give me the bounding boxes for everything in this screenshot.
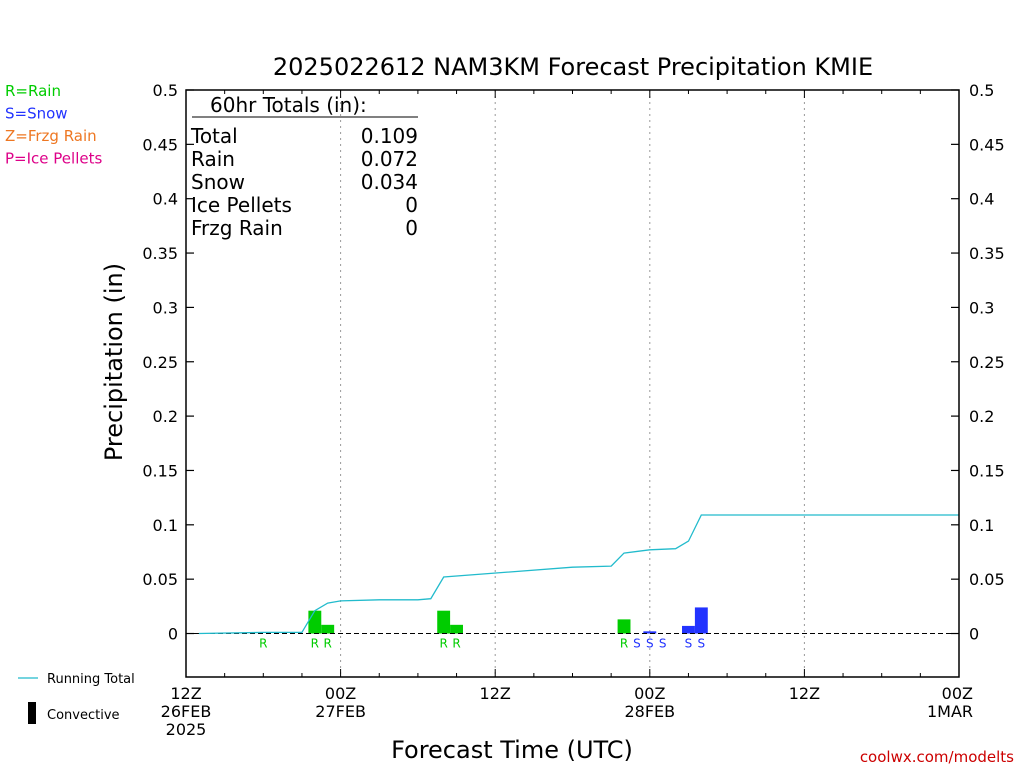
x-tick-label-line: 27FEB xyxy=(315,702,366,721)
y-tick-label-left: 0.3 xyxy=(153,298,178,317)
type-label: S xyxy=(685,637,693,651)
bar xyxy=(643,631,657,634)
precip-type-legend: R=Rain S=Snow Z=Frzg Rain P=Ice Pellets xyxy=(5,82,102,168)
y-tick-label-right: 0.45 xyxy=(969,135,1005,154)
type-label: S xyxy=(698,637,706,651)
y-tick-label-right: 0.05 xyxy=(969,570,1005,589)
y-tick-label-left: 0.4 xyxy=(153,190,178,209)
type-label: R xyxy=(452,637,460,651)
type-legend-item: Z=Frzg Rain xyxy=(5,127,97,145)
legend-label: Running Total xyxy=(47,672,135,687)
bar xyxy=(694,607,708,634)
type-label: R xyxy=(259,637,267,651)
y-tick-label-left: 0.15 xyxy=(142,461,178,480)
credit-text: coolwx.com/modelts xyxy=(860,748,1014,766)
chart-title: 2025022612 NAM3KM Forecast Precipitation… xyxy=(273,53,873,81)
y-axis-ticks: 0 00.05 0.050.1 0.10.15 0.150.2 0.20.25 0.250.… xyxy=(142,81,1004,644)
x-tick-label: 00Z 1MAR xyxy=(927,684,973,721)
type-legend-item: P=Ice Pellets xyxy=(5,150,102,168)
x-tick-label: 00Z 28FEB xyxy=(624,684,675,721)
totals-row-value: 0.034 xyxy=(361,170,418,194)
totals-row-label: Snow xyxy=(191,170,245,194)
x-tick-label-line: 12Z xyxy=(170,684,201,703)
x-tick-label-line: 1MAR xyxy=(927,702,973,721)
type-label: S xyxy=(659,637,667,651)
bar xyxy=(437,610,451,634)
totals-row-value: 0 xyxy=(405,216,418,240)
plot-frame xyxy=(185,89,960,678)
bar-series xyxy=(308,607,708,634)
y-axis-label: Precipitation (in) xyxy=(100,263,128,461)
bar xyxy=(321,624,335,634)
x-tick-label: 12Z xyxy=(789,684,820,703)
bar xyxy=(617,619,631,634)
totals-box: 60hr Totals (in): Total 0.109 Rain 0.072 Snow… xyxy=(190,93,418,240)
totals-row-value: 0.072 xyxy=(361,147,418,171)
bar xyxy=(308,610,322,634)
y-tick-label-right: 0.3 xyxy=(969,298,994,317)
totals-title: 60hr Totals (in): xyxy=(210,93,367,117)
x-tick-label-line: 00Z xyxy=(325,684,356,703)
type-label: S xyxy=(633,637,641,651)
y-tick-label-right: 0.2 xyxy=(969,407,994,426)
x-tick-label-line: 12Z xyxy=(789,684,820,703)
y-tick-label-right: 0.1 xyxy=(969,516,994,535)
y-tick-label-left: 0.25 xyxy=(142,353,178,372)
totals-row-value: 0.109 xyxy=(361,124,418,148)
x-tick-label: 12Z xyxy=(480,684,511,703)
y-tick-label-right: 0.35 xyxy=(969,244,1005,263)
type-label: R xyxy=(324,637,332,651)
totals-row-label: Total xyxy=(190,124,238,148)
y-tick-label-right: 0.25 xyxy=(969,353,1005,372)
type-label: R xyxy=(439,637,447,651)
y-tick-label-right: 0 xyxy=(969,625,979,644)
type-label: S xyxy=(646,637,654,651)
y-tick-label-left: 0.1 xyxy=(153,516,178,535)
y-tick-label-left: 0.45 xyxy=(142,135,178,154)
totals-row-label: Frzg Rain xyxy=(191,216,283,240)
x-tick-label-line: 00Z xyxy=(634,684,665,703)
totals-row-value: 0 xyxy=(405,193,418,217)
x-tick-label-line: 26FEB xyxy=(161,702,212,721)
x-tick-label-line: 28FEB xyxy=(624,702,675,721)
type-label: R xyxy=(620,637,628,651)
y-tick-label-left: 0.35 xyxy=(142,244,178,263)
y-tick-label-left: 0.5 xyxy=(153,81,178,100)
y-tick-label-right: 0.5 xyxy=(969,81,994,100)
running-total-line xyxy=(198,514,959,635)
totals-row-label: Rain xyxy=(191,147,235,171)
bar xyxy=(682,625,695,634)
y-tick-label-right: 0.15 xyxy=(969,461,1005,480)
type-legend-item: R=Rain xyxy=(5,82,61,100)
y-tick-label-left: 0.05 xyxy=(142,570,178,589)
x-tick-label: 00Z 27FEB xyxy=(315,684,366,721)
x-tick-label-line: 00Z xyxy=(942,684,973,703)
y-tick-label-right: 0.4 xyxy=(969,190,994,209)
y-tick-label-left: 0 xyxy=(168,625,178,644)
type-legend-item: S=Snow xyxy=(5,105,68,123)
series-legend: Running Total Convective xyxy=(18,672,135,724)
x-tick-label-line: 12Z xyxy=(480,684,511,703)
y-tick-label-left: 0.2 xyxy=(153,407,178,426)
x-tick-label-line: 2025 xyxy=(166,720,207,739)
x-tick-label: 12Z 26FEB 2025 xyxy=(161,684,212,739)
x-axis-label: Forecast Time (UTC) xyxy=(391,736,633,764)
bar xyxy=(450,624,463,634)
totals-row-label: Ice Pellets xyxy=(191,193,292,217)
type-label: R xyxy=(311,637,319,651)
grid-lines xyxy=(340,90,805,677)
legend-label: Convective xyxy=(47,708,120,723)
legend-bar-symbol xyxy=(28,702,36,724)
